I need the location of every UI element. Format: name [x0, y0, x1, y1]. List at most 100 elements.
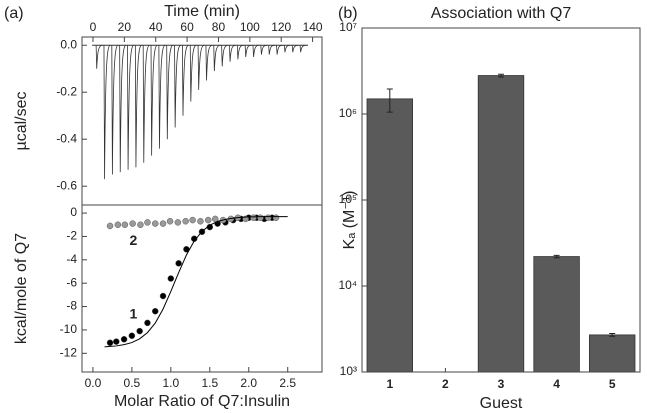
y-tick-label: -0.4 — [56, 131, 77, 145]
x-tick-label: 120 — [271, 20, 291, 34]
fit-line — [104, 216, 288, 348]
data-point — [272, 214, 280, 221]
bar — [589, 334, 636, 373]
x-tick-label: 100 — [240, 20, 260, 34]
injection-peak — [236, 44, 244, 60]
y-tick-label: -0.6 — [56, 178, 77, 192]
x-tick-label: 2.5 — [279, 376, 296, 390]
data-point — [174, 219, 182, 226]
injection-peak — [268, 44, 275, 55]
data-point — [257, 214, 264, 221]
injection-peak — [142, 44, 150, 163]
injection-peak — [299, 44, 307, 53]
error-bar — [386, 88, 393, 113]
data-point — [264, 214, 272, 221]
injection-peak — [252, 44, 260, 58]
y-tick-label: -8 — [66, 299, 77, 313]
series-label: 1 — [130, 305, 138, 321]
injection-peak — [119, 44, 127, 173]
injection-peak — [197, 44, 205, 90]
x-tick-label: 3 — [498, 377, 505, 391]
injection-peak — [189, 44, 197, 102]
x-tick-label: 60 — [180, 20, 194, 34]
y-tick-label: 10⁷ — [339, 20, 357, 34]
data-point — [151, 220, 159, 227]
data-point — [114, 221, 122, 229]
injection-peak — [181, 44, 189, 116]
x-tick-label: 2.0 — [240, 376, 257, 390]
data-point — [250, 214, 257, 221]
y-tick-label: -4 — [66, 252, 77, 266]
x-tick-label: 0.5 — [124, 376, 141, 390]
data-point — [120, 336, 128, 343]
injection-peak — [291, 44, 299, 53]
x-tick-label: 1.0 — [162, 376, 179, 390]
injection-peak — [134, 44, 142, 168]
y-tick-label: -6 — [66, 275, 77, 289]
bar — [477, 75, 525, 373]
data-point — [137, 221, 144, 229]
injection-peak — [213, 44, 221, 72]
x-tick-label: 80 — [212, 20, 226, 34]
data-point — [106, 339, 114, 347]
y-tick-label: 0 — [70, 205, 77, 219]
bar — [366, 98, 413, 373]
injection-peak — [260, 44, 268, 55]
y-tick-label: -0.2 — [56, 84, 77, 98]
x-tick-label: 4 — [553, 377, 560, 391]
error-bar — [609, 333, 616, 337]
y-axis-title: kcal/mole of Q7 — [13, 233, 30, 344]
injection-peak — [103, 44, 111, 180]
x-tick-label: 20 — [118, 20, 132, 34]
data-point — [144, 219, 151, 226]
y-tick-label: -2 — [66, 229, 77, 243]
data-point — [159, 292, 167, 300]
data-point — [211, 215, 219, 223]
data-point — [197, 217, 204, 225]
y-axis-title: Kₐ (M⁻¹) — [341, 191, 358, 250]
x-tick-label: 0.0 — [85, 376, 102, 390]
data-point — [175, 260, 182, 267]
data-point — [182, 217, 189, 225]
data-point — [189, 216, 196, 224]
data-point — [151, 307, 159, 315]
data-point — [113, 338, 120, 345]
injection-peak — [276, 44, 283, 55]
plot-frame — [81, 204, 323, 373]
bar — [533, 256, 580, 373]
y-tick-label: 10³ — [340, 364, 357, 378]
injection-peak — [166, 44, 174, 140]
plot-frame — [81, 36, 323, 206]
injection-peak — [111, 44, 119, 175]
x-axis-title: Time (min) — [164, 3, 240, 20]
injection-peak — [95, 44, 103, 69]
data-point — [129, 220, 136, 227]
data-point — [204, 216, 212, 224]
y-tick-label: 10⁴ — [338, 278, 357, 292]
data-point — [106, 222, 114, 230]
x-tick-label: 0 — [90, 20, 97, 34]
data-point — [128, 332, 136, 340]
injection-peak — [127, 44, 134, 170]
panel-label: (b) — [338, 5, 358, 22]
injection-peak — [229, 44, 236, 62]
data-point — [167, 275, 175, 282]
x-tick-label: 1.5 — [201, 376, 218, 390]
y-tick-label: -12 — [60, 345, 78, 359]
x-axis-title: Molar Ratio of Q7:Insulin — [114, 393, 290, 410]
x-tick-label: 5 — [609, 377, 616, 391]
error-bar — [498, 73, 504, 78]
panel-label: (a) — [4, 5, 24, 22]
injection-peak — [150, 44, 158, 156]
data-point — [136, 327, 143, 335]
x-tick-label: 2 — [442, 377, 449, 391]
injection-peak — [221, 44, 228, 67]
data-point — [144, 319, 151, 327]
injection-peak — [205, 44, 213, 81]
x-tick-label: 140 — [303, 20, 323, 34]
injection-peak — [174, 44, 181, 128]
x-axis-title: Guest — [480, 395, 523, 412]
x-tick-label: 40 — [149, 20, 163, 34]
x-tick-label: 1 — [386, 377, 393, 391]
